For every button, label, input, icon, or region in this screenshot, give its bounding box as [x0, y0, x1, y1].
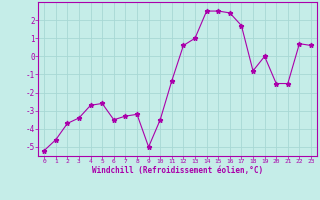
X-axis label: Windchill (Refroidissement éolien,°C): Windchill (Refroidissement éolien,°C) [92, 166, 263, 175]
